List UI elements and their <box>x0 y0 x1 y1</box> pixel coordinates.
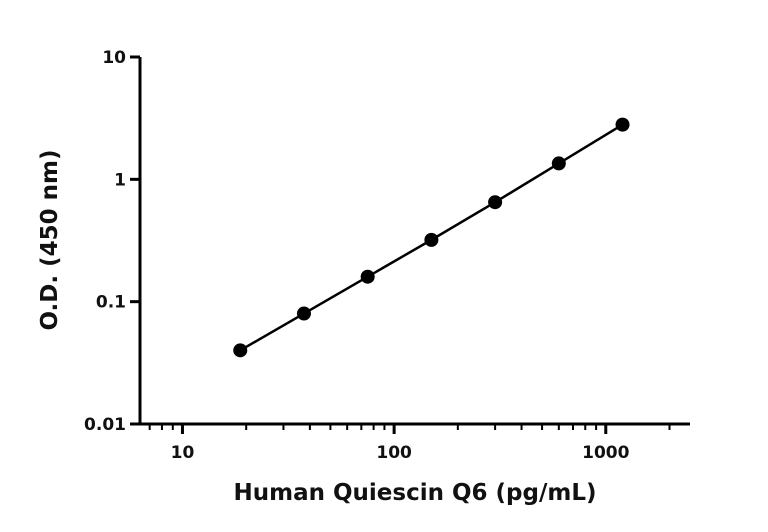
y-tick-label: 1 <box>114 170 126 190</box>
x-tick-label: 10 <box>171 443 195 463</box>
data-point <box>551 156 566 171</box>
x-tick-label: 100 <box>376 443 412 463</box>
data-point <box>233 343 248 358</box>
data-point <box>296 306 311 321</box>
y-tick-label: 0.01 <box>84 415 126 435</box>
data-point <box>360 269 375 284</box>
y-axis-title: O.D. (450 nm) <box>37 149 63 330</box>
x-tick-label: 1000 <box>582 443 629 463</box>
data-point <box>615 117 630 132</box>
data-point <box>488 195 503 210</box>
data-point <box>424 232 439 247</box>
y-tick-label: 10 <box>102 48 126 68</box>
y-tick-label: 0.1 <box>96 293 126 313</box>
x-axis-title: Human Quiescin Q6 (pg/mL) <box>233 480 596 506</box>
